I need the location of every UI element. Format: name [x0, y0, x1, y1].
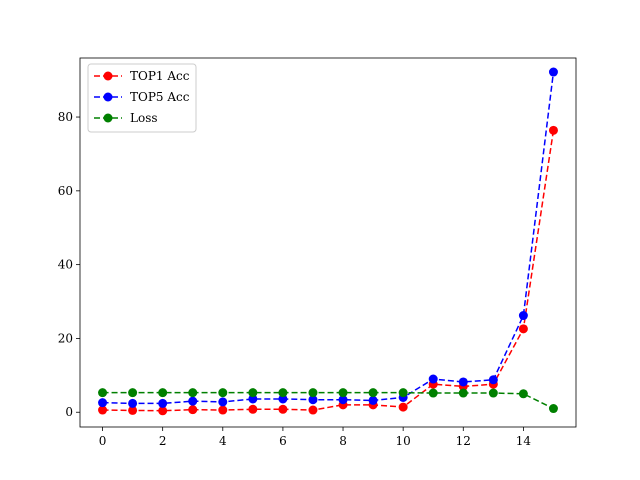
data-point-top5-acc — [278, 394, 288, 404]
data-point-top1-acc — [188, 405, 198, 415]
data-point-top5-acc — [188, 396, 198, 406]
data-point-loss — [188, 388, 198, 398]
legend-label: TOP1 Acc — [130, 69, 190, 83]
series-line-top1-acc — [102, 130, 555, 412]
data-point-top5-acc — [218, 397, 228, 407]
legend-entry-top5-acc: TOP5 Acc — [94, 90, 190, 104]
x-tick-label: 8 — [339, 434, 347, 448]
data-point-top5-acc — [308, 395, 318, 405]
data-point-top5-acc — [248, 394, 258, 404]
data-point-loss — [158, 388, 168, 398]
data-point-top1-acc — [308, 405, 318, 415]
y-axis: 0 20 40 60 80 — [58, 110, 80, 419]
legend-box — [87, 63, 197, 133]
data-point-loss — [458, 388, 468, 398]
data-point-top5-acc — [338, 395, 348, 405]
data-point-loss — [398, 388, 408, 398]
data-point-loss — [248, 388, 258, 398]
legend: TOP1 Acc TOP5 Acc Loss — [87, 63, 197, 133]
x-tick-label: 10 — [396, 434, 411, 448]
data-point-top1-acc — [158, 406, 168, 416]
data-point-top5-acc — [98, 398, 108, 408]
data-point-top5-acc — [518, 311, 528, 321]
data-point-top1-acc — [518, 324, 528, 334]
legend-entry-top1-acc: TOP1 Acc — [94, 69, 190, 83]
data-point-top1-acc — [248, 404, 258, 414]
y-tick-label: 80 — [58, 110, 73, 124]
data-point-loss — [218, 388, 228, 398]
data-point-loss — [488, 388, 498, 398]
series-top5-acc — [98, 67, 558, 408]
x-axis: 0 2 4 6 8 10 12 14 — [99, 427, 532, 448]
data-point-top5-acc — [158, 398, 168, 408]
y-tick-label: 20 — [58, 331, 73, 345]
x-tick-label: 2 — [159, 434, 167, 448]
data-point-loss — [308, 388, 318, 398]
data-point-top1-acc — [218, 405, 228, 415]
data-point-top5-acc — [488, 375, 498, 385]
legend-entry-loss: Loss — [94, 111, 158, 125]
series-line-top5-acc — [102, 71, 555, 405]
data-point-top5-acc — [128, 398, 138, 408]
legend-marker — [103, 92, 113, 102]
data-point-loss — [548, 404, 558, 414]
data-point-loss — [428, 388, 438, 398]
data-point-top5-acc — [428, 374, 438, 384]
y-tick-label: 60 — [58, 184, 73, 198]
x-tick-label: 0 — [99, 434, 107, 448]
y-tick-label: 0 — [65, 405, 73, 419]
data-point-loss — [278, 388, 288, 398]
data-point-loss — [338, 388, 348, 398]
data-point-top1-acc — [98, 405, 108, 415]
series-loss — [98, 388, 558, 414]
data-point-top1-acc — [398, 402, 408, 412]
x-tick-label: 12 — [456, 434, 471, 448]
data-point-top1-acc — [278, 404, 288, 414]
data-point-loss — [128, 388, 138, 398]
legend-marker — [103, 71, 113, 81]
data-point-top1-acc — [128, 405, 138, 415]
y-tick-label: 40 — [58, 258, 73, 272]
series-layer — [98, 67, 558, 416]
legend-label: Loss — [130, 111, 158, 125]
x-tick-label: 14 — [516, 434, 532, 448]
x-tick-label: 4 — [219, 434, 227, 448]
legend-marker — [103, 113, 113, 123]
data-point-top1-acc — [548, 125, 558, 135]
series-line-loss — [102, 391, 554, 410]
data-point-loss — [98, 388, 108, 398]
data-point-loss — [368, 388, 378, 398]
data-point-top5-acc — [548, 67, 558, 77]
data-point-top5-acc — [458, 377, 468, 387]
data-point-loss — [518, 389, 528, 399]
data-point-top5-acc — [368, 395, 378, 405]
x-tick-label: 6 — [279, 434, 287, 448]
legend-label: TOP5 Acc — [130, 90, 190, 104]
